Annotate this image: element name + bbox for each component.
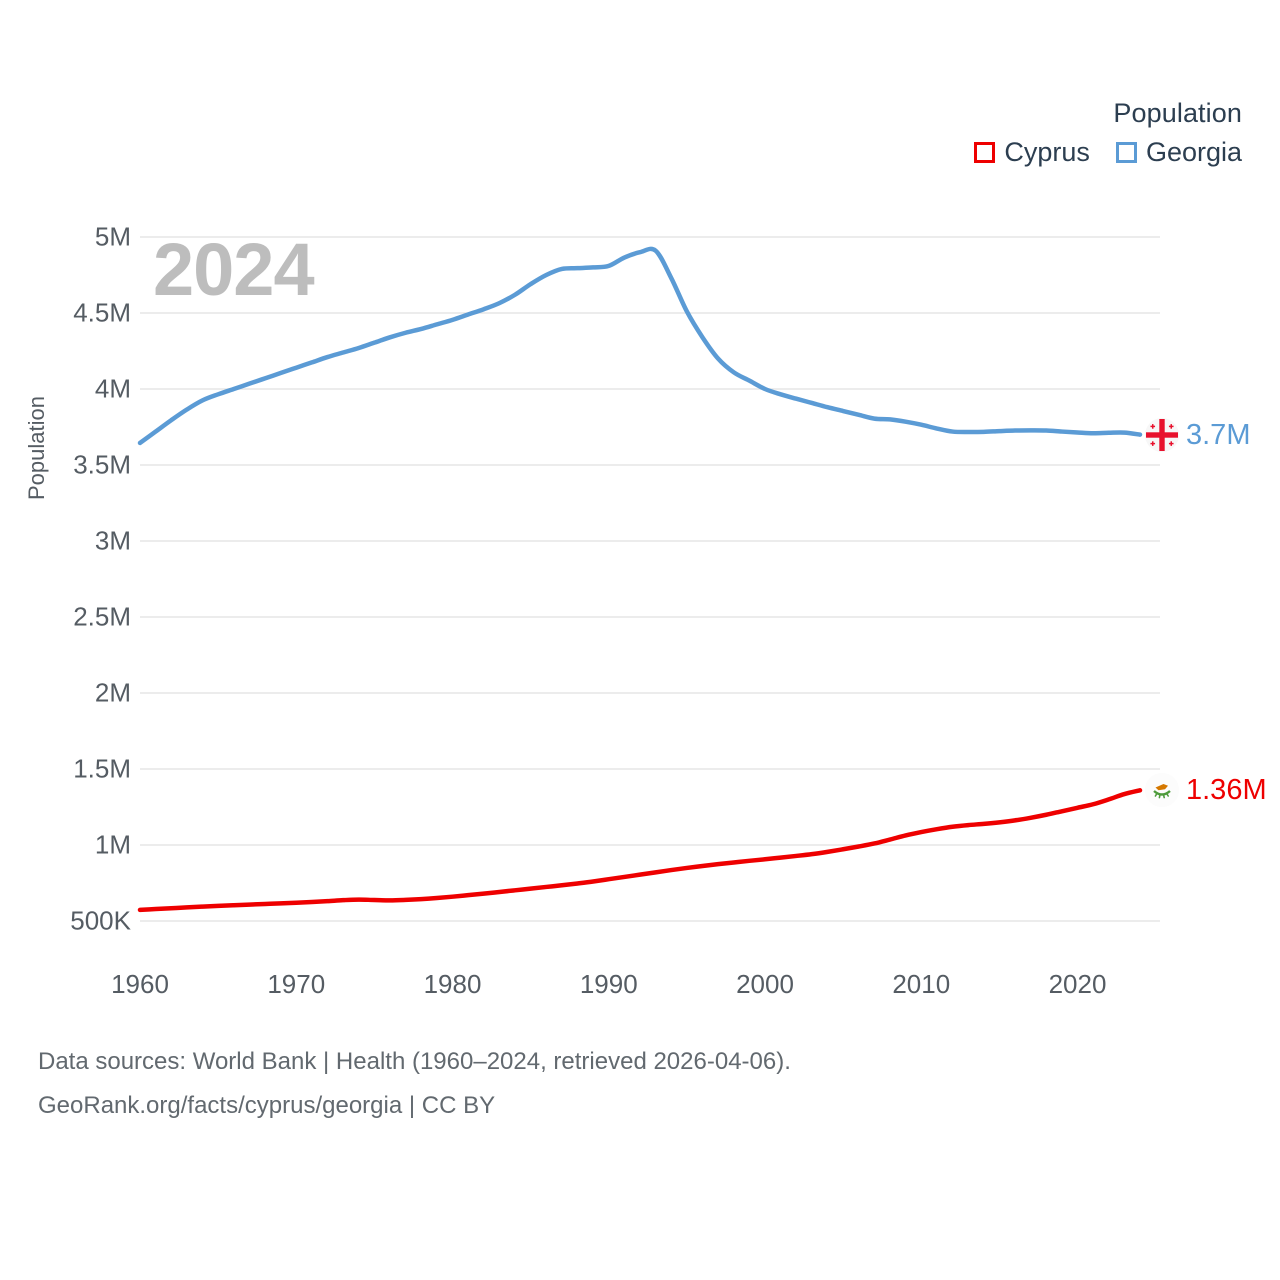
georgia-flag-icon — [1145, 417, 1179, 452]
x-tick-label: 1970 — [267, 969, 326, 999]
y-tick-label: 4M — [94, 373, 131, 404]
chart-canvas — [137, 236, 1160, 922]
x-tick-label: 1980 — [423, 969, 482, 999]
legend-swatch-georgia — [1115, 141, 1137, 163]
legend-item-georgia[interactable]: Georgia — [1115, 136, 1242, 168]
x-tick-label: 1960 — [111, 969, 169, 999]
y-tick-label: 4.5M — [73, 297, 131, 328]
year-watermark: 2024 — [153, 228, 315, 311]
georgia-endpoint: 3.7M — [1145, 417, 1251, 452]
y-tick-label: 2M — [94, 677, 131, 708]
x-tick-label: 2020 — [1048, 969, 1107, 999]
y-tick-label: 2.5M — [73, 601, 131, 632]
legend-label-georgia: Georgia — [1145, 137, 1242, 167]
x-tick-label: 1990 — [579, 969, 638, 999]
x-tick-label: 2000 — [736, 969, 794, 999]
y-tick-label: 3.5M — [73, 449, 131, 480]
footer-line-sources: Data sources: World Bank | Health (1960–… — [38, 1048, 791, 1075]
cyprus-end-value: 1.36M — [1186, 774, 1267, 807]
legend-items: Cyprus Georgia — [974, 136, 1242, 168]
y-tick-label: 5M — [94, 221, 131, 252]
chart-gridlines — [140, 236, 1160, 922]
chart-plot-area: 500K 1M 1.5M 2M 2.5M 3M 3.5M 4M 4.5M 5M 1960 1970 1… — [24, 221, 1267, 1000]
series-line-cyprus — [137, 788, 1143, 913]
legend-swatch-cyprus — [974, 141, 996, 163]
footer-line-attribution: GeoRank.org/facts/cyprus/georgia | CC BY — [38, 1092, 496, 1119]
y-tick-label: 1M — [94, 829, 131, 860]
legend-title: Population — [1113, 98, 1242, 128]
georgia-end-value: 3.7M — [1186, 418, 1251, 451]
series-line-georgia — [137, 246, 1143, 446]
y-axis-label: Population — [24, 396, 49, 500]
cyprus-flag-icon — [1145, 773, 1179, 808]
y-tick-label: 500K — [70, 905, 131, 936]
cyprus-endpoint: 1.36M — [1145, 773, 1267, 808]
chart-footer: Data sources: World Bank | Health (1960–… — [38, 1040, 791, 1128]
y-tick-label: 3M — [94, 525, 131, 556]
legend-label-cyprus: Cyprus — [1004, 137, 1090, 167]
y-tick-label: 1.5M — [73, 753, 131, 784]
chart-legend: Population Cyprus Georgia — [974, 96, 1242, 168]
x-tick-label: 2010 — [892, 969, 951, 999]
legend-item-cyprus[interactable]: Cyprus — [974, 136, 1090, 168]
